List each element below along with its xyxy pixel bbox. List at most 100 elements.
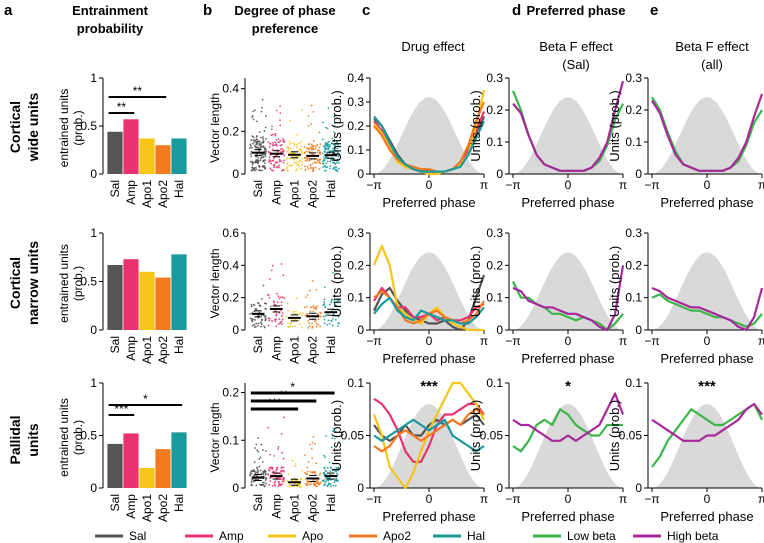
dot-hal [322, 162, 325, 165]
x-tick-label: Apo2 [156, 494, 170, 522]
panel-letter-e: e [650, 2, 658, 19]
dot-amp [271, 144, 274, 146]
dot-sal [260, 322, 263, 325]
dot-apo2 [315, 306, 317, 308]
dot-hal [333, 166, 336, 168]
dot-hal [332, 140, 334, 143]
dot-amp [281, 469, 284, 472]
dot-apo1 [301, 314, 303, 317]
y-tick-label: 0 [90, 323, 97, 337]
y-tick-label: 0.3 [625, 71, 642, 85]
dot-apo2 [313, 148, 316, 151]
dot-hal [321, 138, 324, 141]
x-tick-label: −π [366, 492, 381, 506]
dot-hal [336, 159, 339, 162]
dot-sal [262, 137, 264, 140]
dot-apo2 [311, 279, 314, 282]
significance-label: * [143, 392, 148, 406]
x-tick-label: Apo2 [306, 494, 320, 522]
dot-sal [258, 149, 261, 152]
dot-amp [275, 143, 278, 146]
row-label-2-line2: narrow units [25, 241, 41, 325]
dot-sal [264, 137, 267, 140]
dot-hal [337, 315, 340, 318]
bar-apo2 [155, 449, 171, 488]
dot-hal [333, 116, 336, 118]
dot-sal [259, 159, 262, 162]
dot-amp [268, 319, 271, 322]
dot-amp [269, 453, 271, 456]
dot-sal [257, 450, 260, 453]
dot-amp [271, 125, 273, 128]
x-axis-label: Preferred phase [521, 509, 614, 524]
dot-apo2 [316, 485, 319, 488]
dot-sal [255, 443, 258, 446]
y-tick-label: 0 [232, 167, 239, 181]
dot-sal [260, 110, 263, 113]
dot-apo1 [289, 143, 291, 145]
dot-apo1 [299, 159, 302, 162]
y-tick-label: 0.5 [80, 119, 97, 133]
dot-amp [280, 470, 282, 472]
dot-hal [328, 461, 331, 464]
dot-hal [329, 165, 332, 167]
series-line-apo2 [373, 101, 486, 173]
dot-sal [257, 478, 260, 480]
dot-hal [322, 156, 325, 159]
y-axis-label: Units (prob.) [329, 400, 344, 472]
series-line-amp [373, 397, 485, 463]
significance-label: *** [267, 396, 281, 410]
dot-amp [275, 325, 278, 328]
x-tick-label: π [480, 178, 488, 192]
dot-amp [272, 300, 275, 303]
dot-sal [249, 313, 251, 315]
dot-apo1 [300, 486, 303, 488]
dot-hal [324, 315, 327, 318]
dot-hal [326, 160, 329, 163]
dot-apo2 [319, 472, 322, 475]
dot-sal [257, 165, 260, 167]
dot-apo2 [311, 306, 313, 308]
y-tick-label: 0 [635, 323, 642, 337]
legend-label-hal: Hal [467, 529, 485, 543]
dot-hal [335, 479, 338, 482]
x-axis-label: Preferred phase [382, 509, 475, 524]
dot-amp [278, 297, 281, 300]
dot-hal [325, 434, 327, 437]
dot-amp [275, 166, 278, 169]
x-tick-label: π [758, 492, 764, 506]
dot-hal [329, 144, 331, 146]
x-tick-label: Sal [108, 494, 122, 511]
dot-hal [331, 150, 333, 152]
dot-apo2 [312, 110, 315, 113]
panel-letter-b: b [203, 2, 212, 19]
x-tick-label: Apo1 [140, 494, 154, 522]
dot-sal [261, 98, 264, 101]
dot-hal [332, 272, 335, 274]
y-tick-label: 0.2 [347, 119, 364, 133]
dot-apo2 [314, 166, 317, 169]
x-tick-label: Apo1 [288, 180, 302, 208]
dot-apo2 [311, 471, 314, 474]
dot-sal [262, 136, 264, 138]
dot-apo2 [319, 143, 322, 146]
dot-apo2 [319, 315, 322, 318]
x-tick-label: −π [644, 492, 659, 506]
dot-amp [280, 320, 283, 323]
dot-apo2 [312, 140, 315, 142]
dot-amp [267, 474, 270, 476]
dot-sal [262, 449, 264, 451]
dot-sal [252, 167, 255, 170]
dot-sal [256, 135, 258, 137]
y-tick-label: 0 [635, 481, 642, 495]
dot-hal [337, 322, 340, 325]
dot-sal [256, 449, 259, 452]
bar-sal [107, 443, 123, 488]
y-axis-label: (prob.) [71, 110, 85, 145]
dot-hal [335, 477, 338, 480]
legend-label-low: Low beta [567, 529, 616, 543]
dot-apo2 [308, 159, 311, 162]
dot-hal [334, 295, 337, 298]
dot-apo2 [305, 305, 308, 308]
